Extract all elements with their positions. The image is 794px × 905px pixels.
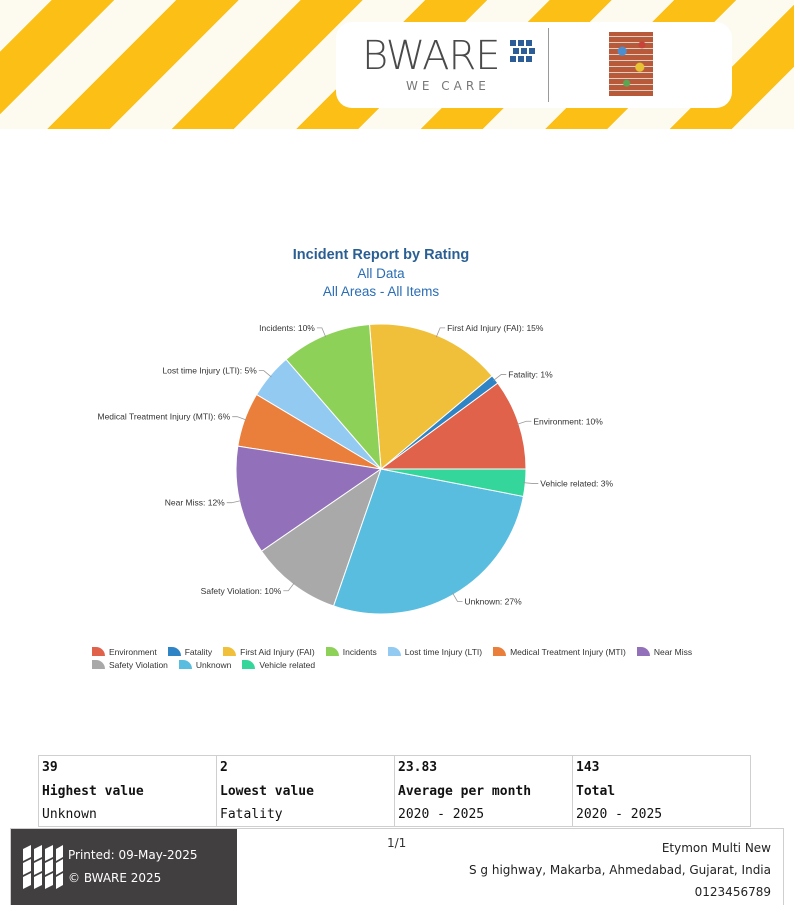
legend-item[interactable]: Incidents (325, 646, 377, 657)
stat-detail: Unknown (42, 807, 97, 822)
pie-data-label: Fatality: 1% (508, 369, 553, 379)
pie-data-label: Safety Violation: 10% (201, 586, 282, 596)
pie-leader-line (523, 482, 539, 484)
stat-value: 39 (42, 760, 58, 775)
pie-leader-line (493, 374, 507, 381)
copyright: © BWARE 2025 (68, 871, 162, 885)
legend-swatch (387, 647, 401, 656)
stat-label: Lowest value (220, 783, 314, 799)
legend-swatch (92, 647, 105, 656)
chart-title: Incident Report by Rating (292, 247, 470, 263)
company-info: Etymon Multi New S g highway, Makarba, A… (469, 837, 771, 903)
company-phone: 0123456789 (694, 885, 771, 899)
legend-item[interactable]: Near Miss (636, 646, 693, 657)
stat-label: Highest value (42, 783, 144, 799)
pie-leader-line (283, 582, 295, 592)
pie-leader-line (316, 327, 327, 338)
stat-detail: Fatality (220, 807, 283, 822)
page-footer: Printed: 09-May-2025 © BWARE 2025 1/1 Et… (10, 828, 784, 905)
legend-item[interactable]: Fatality (167, 646, 213, 657)
legend-swatch (493, 647, 507, 656)
page-number: 1/1 (387, 836, 407, 850)
stat-total: 143 Total 2020 - 2025 (573, 756, 750, 826)
pie-leader-line (232, 416, 247, 421)
pie-data-label: Near Miss: 12% (165, 498, 225, 508)
legend-label: First Aid Injury (FAI) (240, 646, 315, 657)
legend-swatch (92, 660, 105, 669)
footer-logo-icon (23, 845, 63, 889)
legend-swatch (223, 647, 237, 656)
brand-logo-text: BWARE (362, 33, 501, 79)
chart-subtitle-1: All Data (357, 266, 405, 281)
pie-data-label: Vehicle related: 3% (540, 479, 613, 489)
pie-data-label: Lost time Injury (LTI): 5% (162, 366, 257, 376)
legend-row: Environment Fatality First Aid Injury (FAI… (92, 645, 712, 658)
footer-brand-panel: Printed: 09-May-2025 © BWARE 2025 (11, 829, 237, 905)
pie-data-label: Medical Treatment Injury (MTI): 6% (97, 412, 230, 422)
logo-card: BWARE WE CARE (336, 22, 732, 108)
pie-data-label: Unknown: 27% (465, 597, 523, 607)
chart-legend: Environment Fatality First Aid Injury (FAI… (92, 645, 712, 671)
legend-item[interactable]: Environment (92, 647, 157, 657)
legend-label: Fatality (184, 646, 213, 657)
stat-value: 2 (220, 760, 228, 775)
pie-data-label: First Aid Injury (FAI): 15% (447, 323, 544, 333)
pie-leader-line (258, 370, 272, 378)
stat-detail: 2020 - 2025 (398, 807, 485, 822)
pie-data-label: Environment: 10% (533, 416, 603, 426)
stat-average: 23.83 Average per month 2020 - 2025 (395, 756, 573, 826)
stats-table: 39 Highest value Unknown 2 Lowest value … (38, 755, 751, 827)
stat-highest: 39 Highest value Unknown (39, 756, 217, 826)
legend-swatch (167, 647, 181, 656)
pie-leader-line (452, 592, 463, 602)
stat-value: 143 (576, 760, 600, 775)
legend-swatch (325, 647, 339, 656)
stat-lowest: 2 Lowest value Fatality (217, 756, 395, 826)
company-logo-image (609, 32, 653, 96)
legend-item[interactable]: Lost time Injury (LTI) (387, 646, 483, 657)
legend-label: Unknown (195, 659, 232, 670)
legend-row: Safety Violation Unknown Vehicle related (92, 658, 712, 671)
stat-value: 23.83 (398, 760, 438, 775)
legend-item[interactable]: Vehicle related (242, 660, 315, 670)
legend-label: Environment (109, 646, 157, 657)
legend-item[interactable]: Safety Violation (92, 660, 168, 670)
company-name: Etymon Multi New (661, 841, 771, 855)
pie-leader-line (516, 420, 532, 425)
pie-chart: Environment: 10% Fatality: 1% First Aid In… (97, 323, 614, 615)
legend-label: Near Miss (653, 646, 693, 657)
stat-detail: 2020 - 2025 (576, 807, 663, 822)
legend-label: Medical Treatment Injury (MTI) (510, 646, 626, 657)
header-banner: BWARE WE CARE (0, 0, 794, 129)
legend-item[interactable]: Medical Treatment Injury (MTI) (493, 647, 626, 657)
pie-leader-line (435, 327, 446, 338)
legend-swatch (636, 647, 650, 656)
legend-item[interactable]: Unknown (178, 659, 232, 670)
legend-swatch (178, 660, 192, 669)
legend-label: Incidents (342, 646, 377, 657)
legend-label: Safety Violation (109, 659, 168, 670)
chart-subtitle-2: All Areas - All Items (322, 284, 440, 299)
brand-logo-icon (510, 40, 535, 62)
stat-label: Total (576, 783, 616, 799)
printed-date: Printed: 09-May-2025 (68, 848, 198, 862)
pie-data-label: Incidents: 10% (259, 323, 315, 333)
legend-label: Lost time Injury (LTI) (404, 646, 483, 657)
legend-label: Vehicle related (259, 659, 316, 670)
pie-leader-line (226, 500, 242, 504)
chart-area: Incident Report by Rating All Data All A… (0, 230, 794, 690)
stat-label: Average per month (398, 783, 532, 799)
brand-tagline: WE CARE (406, 79, 490, 93)
logo-divider (548, 28, 549, 102)
company-address: S g highway, Makarba, Ahmedabad, Gujarat… (469, 863, 771, 877)
legend-swatch (242, 660, 256, 669)
legend-item[interactable]: First Aid Injury (FAI) (223, 647, 315, 657)
